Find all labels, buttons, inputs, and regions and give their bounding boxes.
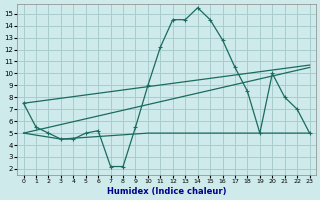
- X-axis label: Humidex (Indice chaleur): Humidex (Indice chaleur): [107, 187, 226, 196]
